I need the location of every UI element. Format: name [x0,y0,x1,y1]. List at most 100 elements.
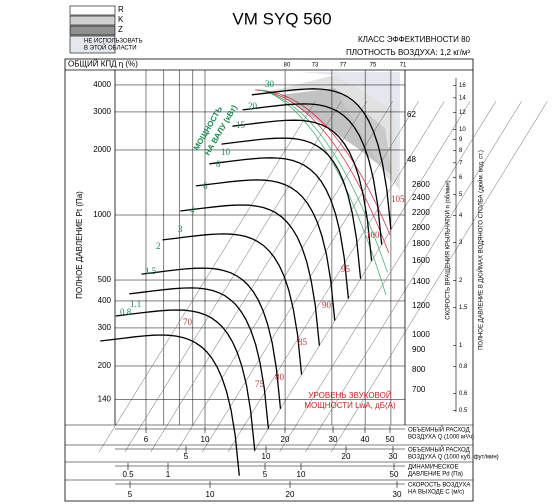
power-label: 8 [216,159,221,169]
power-label: 6 [203,181,208,191]
speed-curve [251,88,392,230]
inch-tick-label: 0.8 [459,364,468,370]
legend-label: R [118,5,124,14]
noise-label: 85 [298,337,308,347]
row-label: ОБЪЕМНЫЙ РАСХОД [408,426,470,434]
speed-curve [115,309,256,451]
speed-curve [100,334,240,476]
noise-label: 80 [275,372,285,382]
row-label: ДАВЛЕНИЕ Pd (Па) [408,472,463,478]
row-tick-label: 10 [206,490,215,499]
power-label: 10 [221,147,231,157]
power-label: 2 [156,241,161,251]
row-tick-label: 50 [390,470,399,479]
row-tick-label: 10 [297,470,306,479]
pressure-axis-label: ПОЛНОЕ ДАВЛЕНИЕ Pt (Па) [75,191,84,299]
legend-label: НЕ ИСПОЛЬЗОВАТЬ [84,39,143,45]
pressure-tick-label: 200 [98,361,112,370]
speed-curve [209,157,350,299]
inch-tick-label: 4 [459,213,463,219]
efficiency-tick-label: 80 [284,63,291,69]
system-line [279,101,497,453]
efficiency-tick-label: 75 [370,63,377,69]
header: R K Z НЕ ИСПОЛЬЗОВАТЬ В ЭТОЙ ОБЛАСТИ VM … [69,5,471,57]
row-tick-label: 10 [201,435,210,444]
speed-axis-label: СКОРОСТЬ ВРАЩЕНИЯ КРЫЛЬЧАТКИ n (об/мин) [446,180,452,319]
air-density: ПЛОТНОСТЬ ВОЗДУХА: 1,2 кг/м³ [346,48,470,57]
inch-axis-label: ПОЛНОЕ ДАВЛЕНИЕ В ДЮЙМАХ ВОДЯНОГО СТОЛБА… [477,150,485,350]
inch-tick-label: 10 [459,127,466,133]
inch-tick-label: 1.5 [459,305,468,311]
efficiency-tick-label: 73 [312,63,319,69]
row-tick-label: 5 [184,452,189,461]
noise-label: 105 [391,194,405,204]
speed-tick-label: 1600 [412,256,430,265]
noise-label: 90 [322,300,332,310]
legend-label: Z [118,25,123,34]
speed-curve [129,287,270,429]
efficiency-class: КЛАСС ЭФФЕКТИВНОСТИ 80 [358,35,471,44]
frame [64,58,474,502]
noise-title: МОЩНОСТИ LwA, дБ(A) [304,401,396,410]
speed-tick-label: 1800 [412,239,430,248]
pressure-tick-label: 500 [98,275,112,284]
inch-tick-label: 1 [459,343,463,349]
inch-tick-label: 6 [459,175,463,181]
pressure-tick-label: 3000 [93,107,111,116]
speed-curve [242,103,383,245]
row-tick-label: 6 [144,435,149,444]
speed-tick-label: 900 [412,345,426,354]
legend-label: K [118,15,124,24]
system-line [253,101,471,453]
noise-title: УРОВЕНЬ ЗВУКОВОЙ [308,391,391,400]
row-tick-label: 30 [389,452,398,461]
inch-tick-label: 0.5 [459,408,468,414]
speed-tick-label: 2400 [412,193,430,202]
noise-label: 70 [183,317,193,327]
speed-tick-label: 1000 [412,330,430,339]
row-tick-label: 20 [286,490,295,499]
legend-swatch [69,15,116,26]
power-label: 3 [178,224,183,234]
pressure-tick-label: 400 [98,296,112,305]
system-line [124,101,342,453]
row-tick-label: 1 [166,470,171,479]
row-tick-label: 30 [393,490,402,499]
inch-tick-label: 0.6 [459,391,468,397]
pressure-tick-label: 140 [98,395,112,404]
row-tick-label: 40 [361,435,370,444]
inch-tick-label: 14 [459,95,466,101]
speed-tick-label: 1400 [412,277,430,286]
noise-label: 95 [341,264,351,274]
row-tick-label: 30 [329,435,338,444]
speed-curve [195,179,336,321]
speed-curve [232,119,373,261]
row-label: СКОРОСТЬ ВОЗДУХА [408,483,470,489]
system-line [330,101,548,453]
pressure-tick-label: 1000 [93,210,111,219]
efficiency-curve [259,89,388,273]
inch-tick-label: 16 [459,83,466,89]
legend-swatch [69,25,116,36]
noise-label: 100 [366,230,380,240]
power-label: 15 [236,120,246,130]
power-label: 4 [190,205,195,215]
power-label: 30 [265,79,275,89]
speed-extra-label: 48 [407,155,416,164]
speed-tick-label: 700 [412,385,426,394]
power-label: 1.1 [130,299,141,309]
efficiency-axis-label: ОБЩИЙ КПД η (%) [68,60,138,69]
power-label: 1.5 [145,266,157,276]
efficiency-curve [257,89,390,254]
power-label: 20 [248,101,258,111]
inch-tick-label: 8 [459,148,463,154]
pressure-tick-label: 4000 [93,80,111,89]
speed-curve [180,204,321,346]
system-line [227,101,445,453]
row-label: ВОЗДУХА Q (1000 м³/ч) [408,435,474,441]
row-label: ДИНАМИЧЕСКОЕ [408,465,458,471]
speed-curve [162,233,303,375]
noise-label: 75 [255,379,265,389]
system-line [305,101,522,453]
